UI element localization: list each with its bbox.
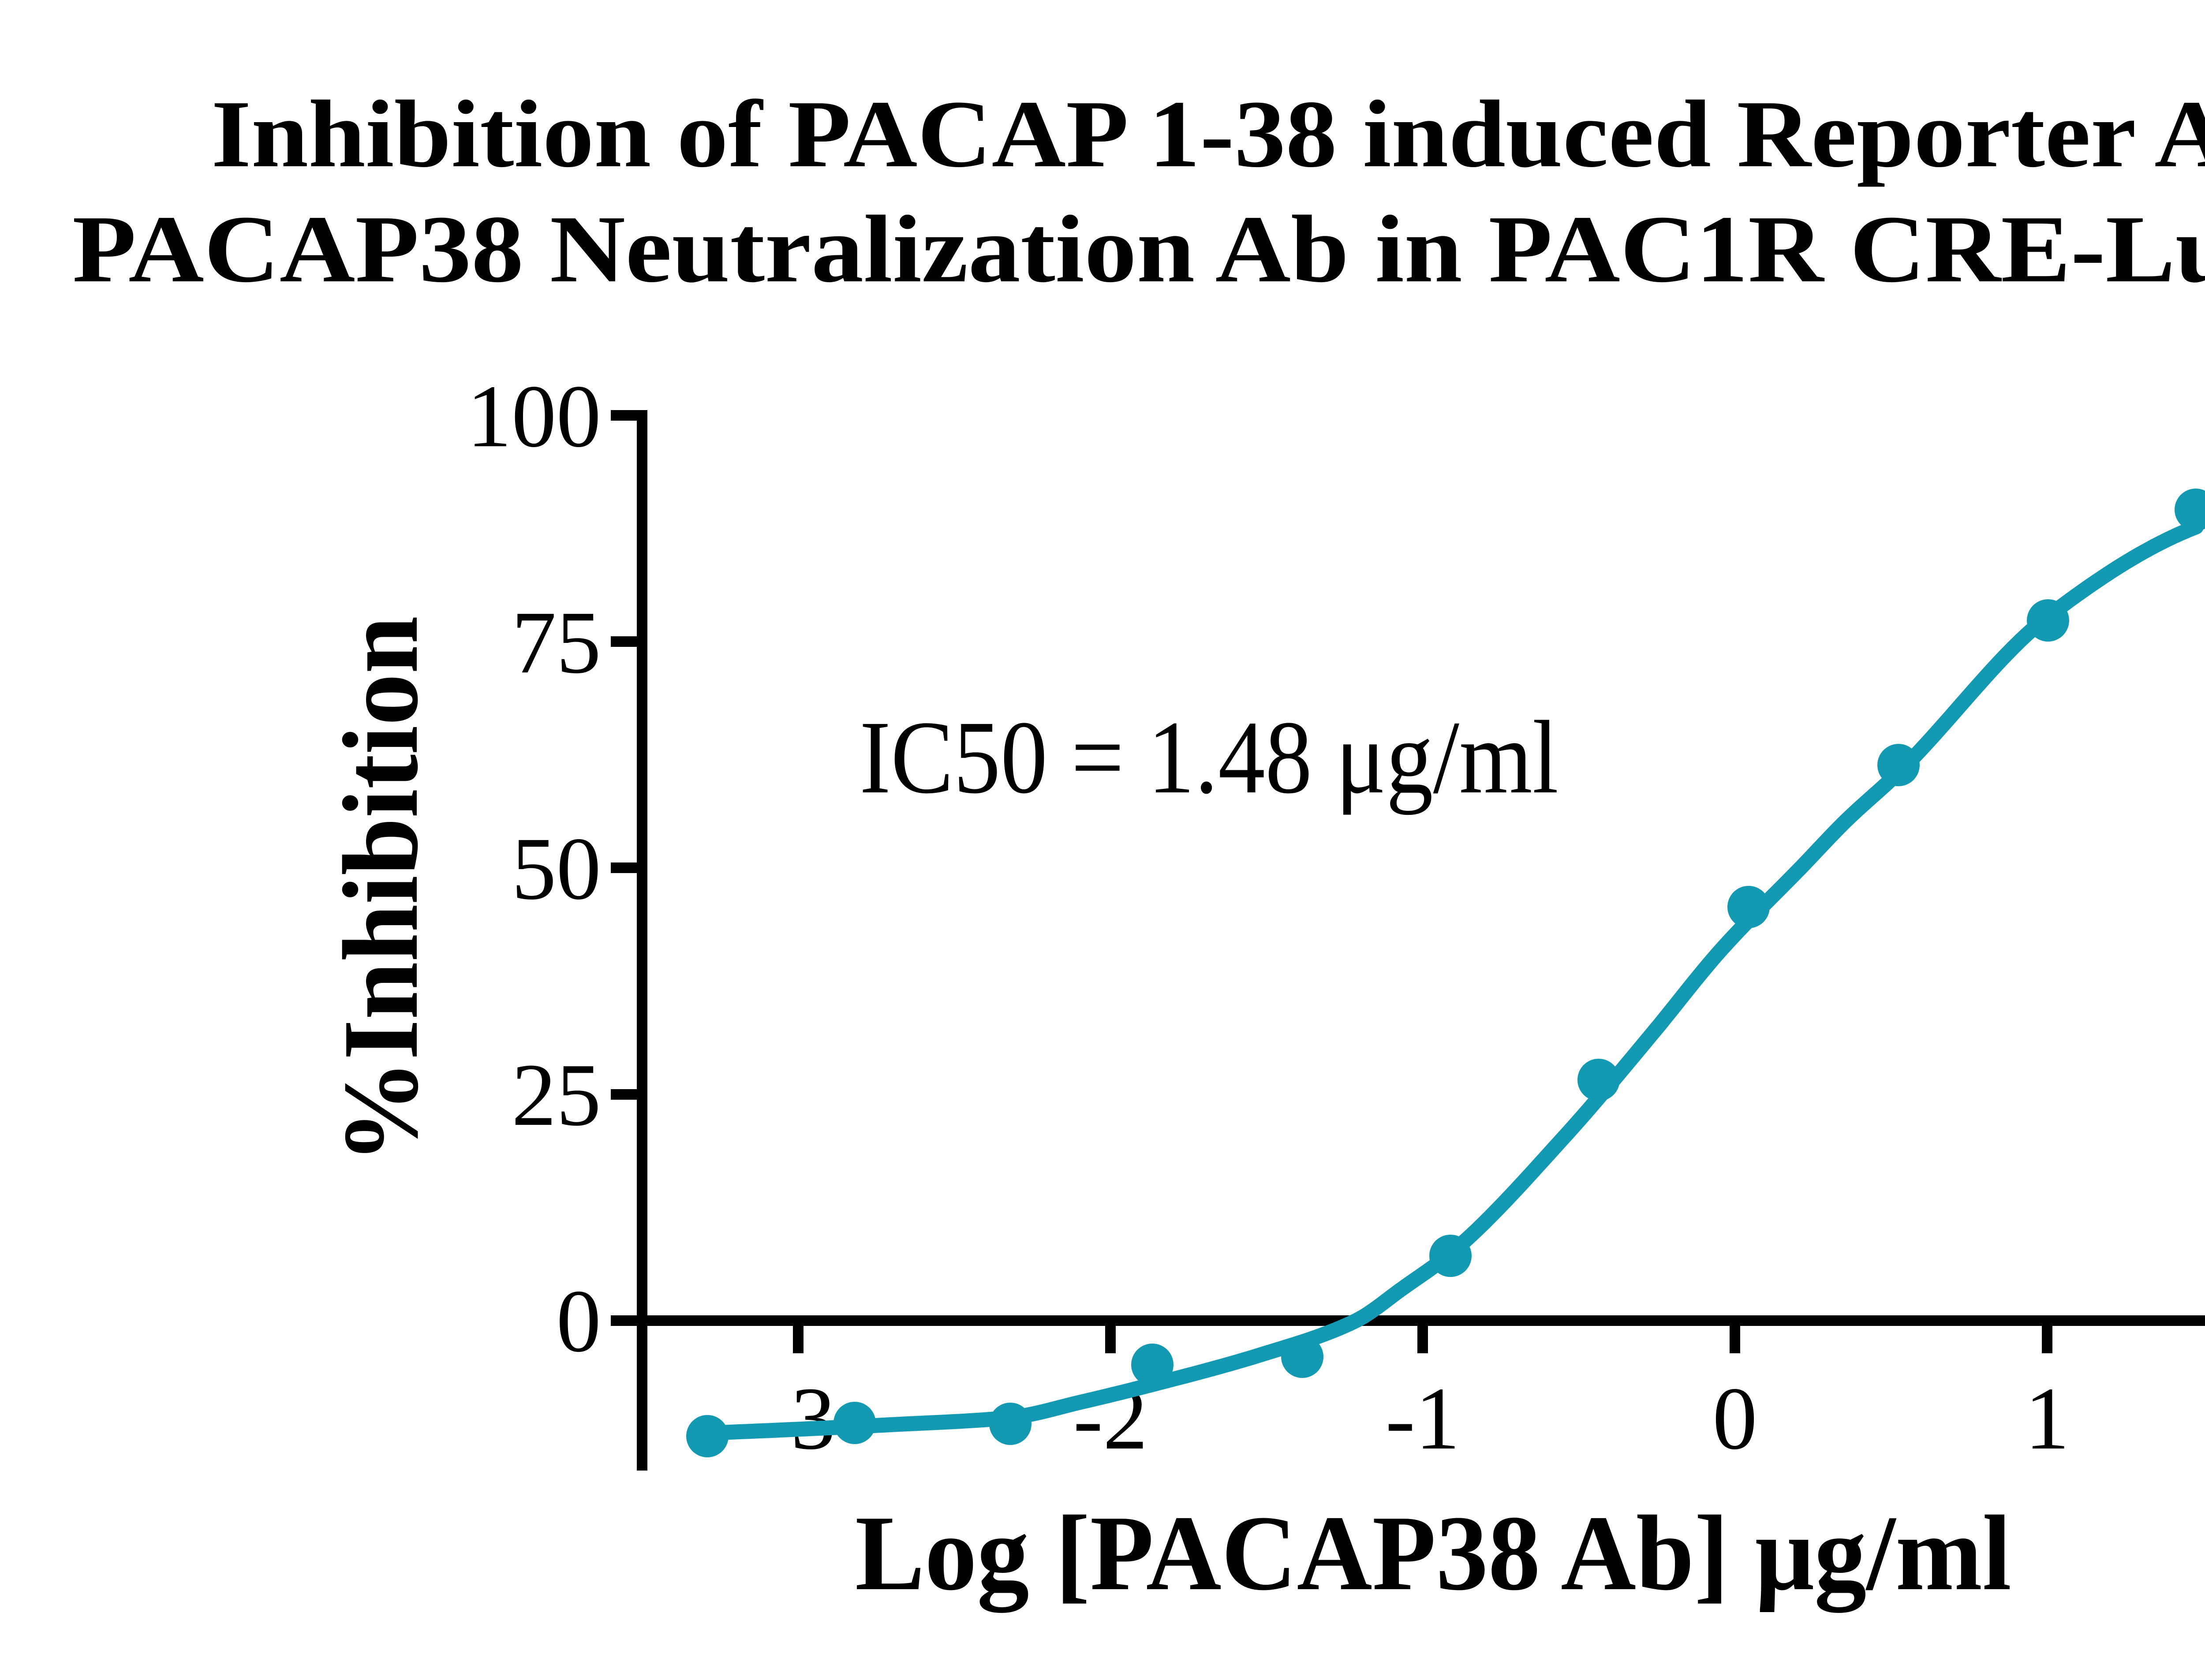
svg-text:75: 75 (512, 593, 601, 692)
svg-text:-1: -1 (1385, 1369, 1460, 1468)
svg-text:50: 50 (512, 819, 601, 918)
svg-text:PACAP38 Neutralization Ab in P: PACAP38 Neutralization Ab in PAC1R CRE-L… (72, 196, 2205, 302)
svg-text:1: 1 (2025, 1369, 2070, 1468)
svg-text:%Inhibition: %Inhibition (321, 616, 440, 1164)
svg-text:25: 25 (512, 1045, 601, 1144)
svg-text:Log [PACAP38 Ab] μg/ml: Log [PACAP38 Ab] μg/ml (855, 1493, 2011, 1613)
svg-text:-3: -3 (761, 1369, 835, 1468)
svg-text:100: 100 (467, 366, 602, 466)
svg-text:Inhibition of PACAP 1-38 induc: Inhibition of PACAP 1-38 induced Reporte… (211, 81, 2205, 187)
svg-text:0: 0 (1712, 1369, 1757, 1468)
svg-text:IC50 = 1.48 μg/ml: IC50 = 1.48 μg/ml (860, 700, 1558, 815)
svg-text:0: 0 (557, 1271, 602, 1370)
